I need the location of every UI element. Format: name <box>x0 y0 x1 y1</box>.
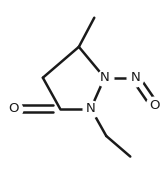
Text: N: N <box>100 71 109 84</box>
Text: N: N <box>131 71 140 84</box>
Text: N: N <box>86 102 96 115</box>
Text: O: O <box>149 99 160 112</box>
Text: O: O <box>8 102 19 115</box>
